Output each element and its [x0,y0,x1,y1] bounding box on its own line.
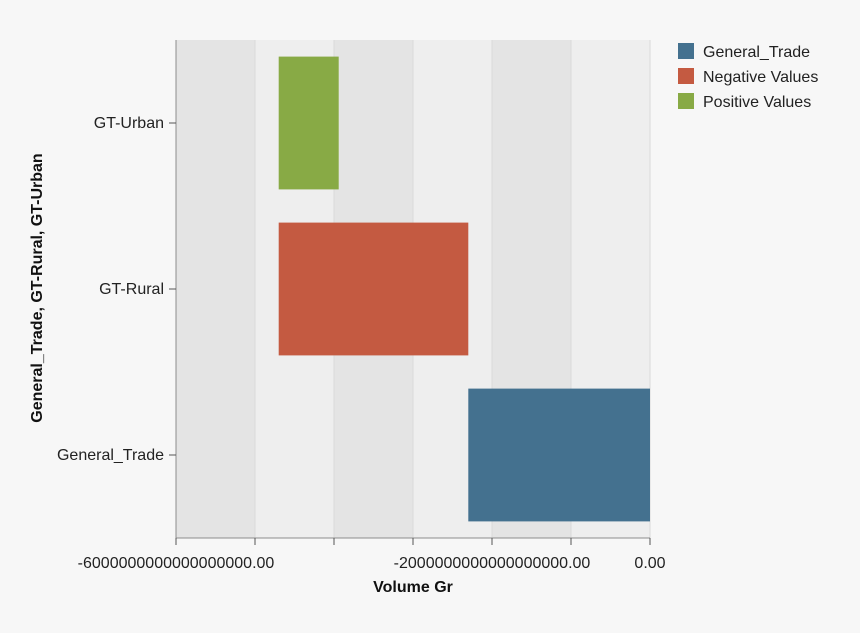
y-axis-title: General_Trade, GT-Rural, GT-Urban [29,153,46,422]
y-tick-label: GT-Urban [94,115,164,132]
legend-swatch [678,68,694,84]
x-axis-title: Volume Gr [373,579,453,596]
legend-label: General_Trade [703,44,810,61]
legend-label: Negative Values [703,69,818,86]
bar-gt-rural [278,222,469,356]
x-tick-label: -2000000000000000000.00 [394,555,591,572]
plot-band [215,40,255,538]
bar-gt-urban [278,56,339,190]
legend-label: Positive Values [703,94,811,111]
legend: General_Trade Negative Values Positive Val… [678,43,818,111]
legend-swatch [678,93,694,109]
x-tick-label: 0.00 [634,555,665,572]
y-tick-label: GT-Rural [99,281,164,298]
x-tick-label: -6000000000000000000.00 [78,555,275,572]
axes: -6000000000000000000.00 -2000000000000000… [57,40,666,572]
bars [278,56,650,522]
legend-swatch [678,43,694,59]
y-tick-label: General_Trade [57,447,164,464]
bar-general-trade [468,388,650,522]
plot-band [176,40,216,538]
